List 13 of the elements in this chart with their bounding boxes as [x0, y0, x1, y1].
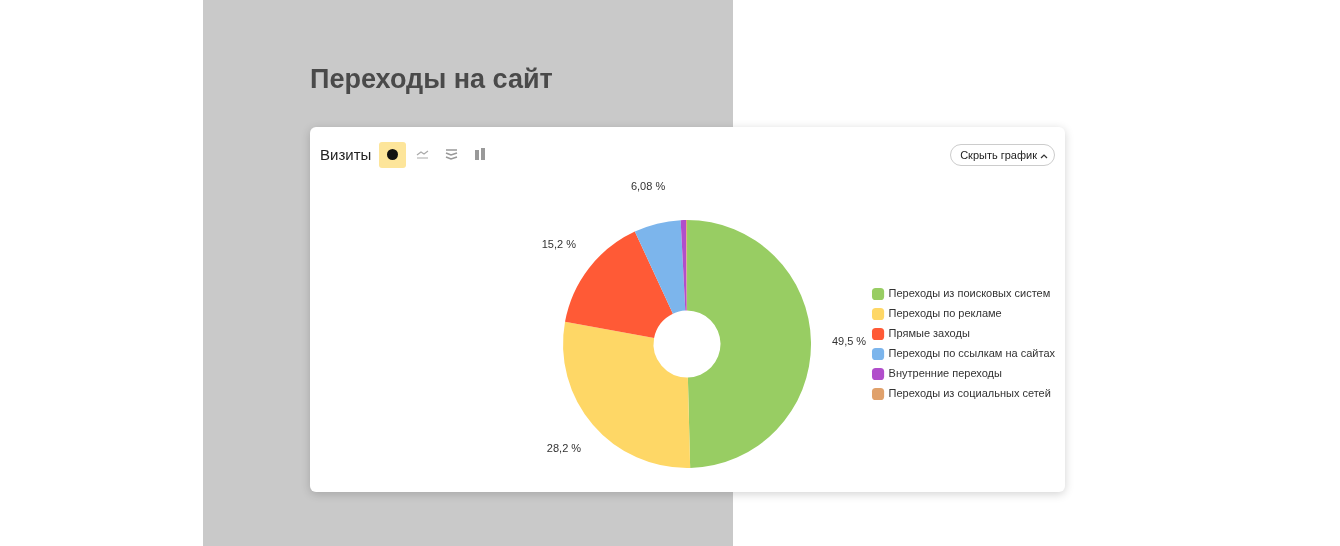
data-label: 15,2 %	[541, 237, 577, 250]
legend-label: Переходы по ссылкам на сайтах	[888, 347, 1056, 360]
legend-label: Переходы из поисковых систем	[888, 287, 1051, 300]
data-label: 6,08 %	[630, 179, 666, 192]
chart-title: Переходы на сайт	[310, 64, 553, 95]
data-label: 49,5 %	[831, 334, 867, 347]
legend-label: Прямые заходы	[888, 327, 970, 340]
legend-label: Переходы по рекламе	[888, 307, 1002, 320]
text: Визиты	[320, 146, 372, 163]
legend-label: Внутренние переходы	[888, 367, 1002, 380]
legend-label: Переходы из социальных сетей	[888, 387, 1051, 400]
data-label: 28,2 %	[546, 442, 582, 455]
text: Скрыть график	[960, 149, 1037, 161]
